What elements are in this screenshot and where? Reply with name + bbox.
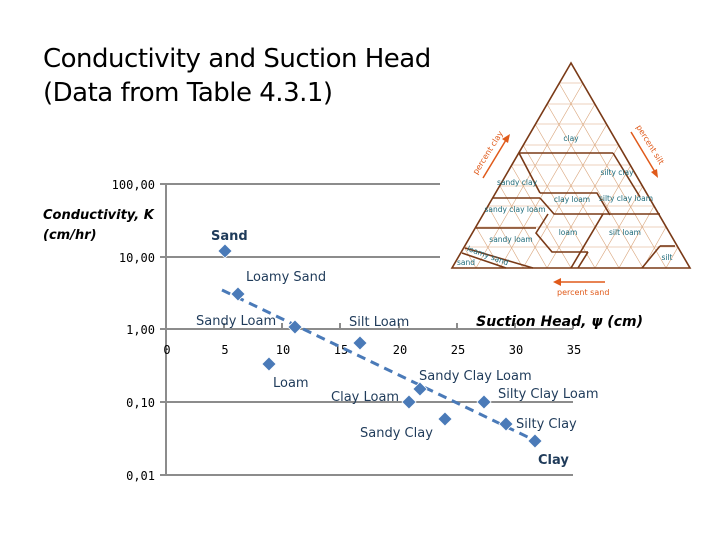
x-tick-5: 5 xyxy=(221,343,228,357)
label-clay: Clay xyxy=(538,453,569,468)
point-sandy-clay xyxy=(437,411,453,427)
triangle-region-loam: loam xyxy=(559,228,578,237)
x-tick-10: 10 xyxy=(276,343,290,357)
trendline xyxy=(221,288,537,443)
point-sandy-clay-loam xyxy=(412,381,428,397)
label-sand: Sand xyxy=(211,229,248,244)
y-tick-0-01: 0,01 xyxy=(126,469,155,483)
triangle-region-silty-clay-loam: silty clay loam xyxy=(599,194,653,203)
label-sandy-loam: Sandy Loam xyxy=(196,314,276,329)
triangle-region-sandy-loam: sandy loam xyxy=(489,235,532,244)
point-silty-clay xyxy=(498,416,514,432)
triangle-region-sandy-clay: sandy clay xyxy=(497,178,538,187)
point-silty-clay-loam xyxy=(476,394,492,410)
title-line-1: Conductivity and Suction Head xyxy=(43,44,431,74)
label-silt-loam: Silt Loam xyxy=(349,315,409,330)
data-points xyxy=(217,243,543,449)
x-tick-0: 0 xyxy=(163,343,170,357)
x-tick-30: 30 xyxy=(509,343,523,357)
point-loamy-sand xyxy=(230,286,246,302)
x-axis-title: Suction Head, ψ (cm) xyxy=(476,314,643,330)
point-sandy-loam xyxy=(287,319,303,335)
triangle-region-silt-loam: silt loam xyxy=(609,228,641,237)
label-sandy-clay-loam: Sandy Clay Loam xyxy=(419,369,532,384)
title-line-2: (Data from Table 4.3.1) xyxy=(43,78,333,108)
soil-texture-triangle: clay sandy clay silty clay clay loam sil… xyxy=(440,55,695,300)
point-loam xyxy=(261,356,277,372)
y-tick-100: 100,00 xyxy=(112,178,155,192)
label-silty-clay: Silty Clay xyxy=(516,417,577,432)
triangle-region-clay-loam: clay loam xyxy=(554,195,590,204)
label-clay-loam: Clay Loam xyxy=(331,390,399,405)
x-tick-35: 35 xyxy=(567,343,581,357)
triangle-region-silt: silt xyxy=(661,253,672,262)
y-axis-title-2: (cm/hr) xyxy=(43,228,97,243)
label-loam: Loam xyxy=(273,376,309,391)
x-tick-20: 20 xyxy=(393,343,407,357)
point-sand xyxy=(217,243,233,259)
point-clay xyxy=(527,433,543,449)
triangle-region-clay: clay xyxy=(563,134,579,143)
triangle-axis-sand: percent sand xyxy=(557,288,609,297)
y-tick-10: 10,00 xyxy=(119,251,155,265)
x-axis xyxy=(160,323,574,330)
point-silt-loam xyxy=(352,335,368,351)
gridlines xyxy=(160,183,573,476)
label-silty-clay-loam: Silty Clay Loam xyxy=(498,387,598,402)
y-tick-0-1: 0,10 xyxy=(126,396,155,410)
triangle-region-silty-clay: silty clay xyxy=(600,168,634,177)
slide-title: Conductivity and Suction Head (Data from… xyxy=(43,42,431,110)
label-sandy-clay: Sandy Clay xyxy=(360,426,433,441)
y-axis-title-1: Conductivity, K xyxy=(43,208,155,223)
label-loamy-sand: Loamy Sand xyxy=(246,270,326,285)
point-clay-loam xyxy=(401,394,417,410)
y-tick-1: 1,00 xyxy=(126,323,155,337)
x-tick-25: 25 xyxy=(451,343,465,357)
triangle-region-sand: sand xyxy=(457,258,475,267)
triangle-region-sandy-clay-loam: sandy clay loam xyxy=(484,205,545,214)
